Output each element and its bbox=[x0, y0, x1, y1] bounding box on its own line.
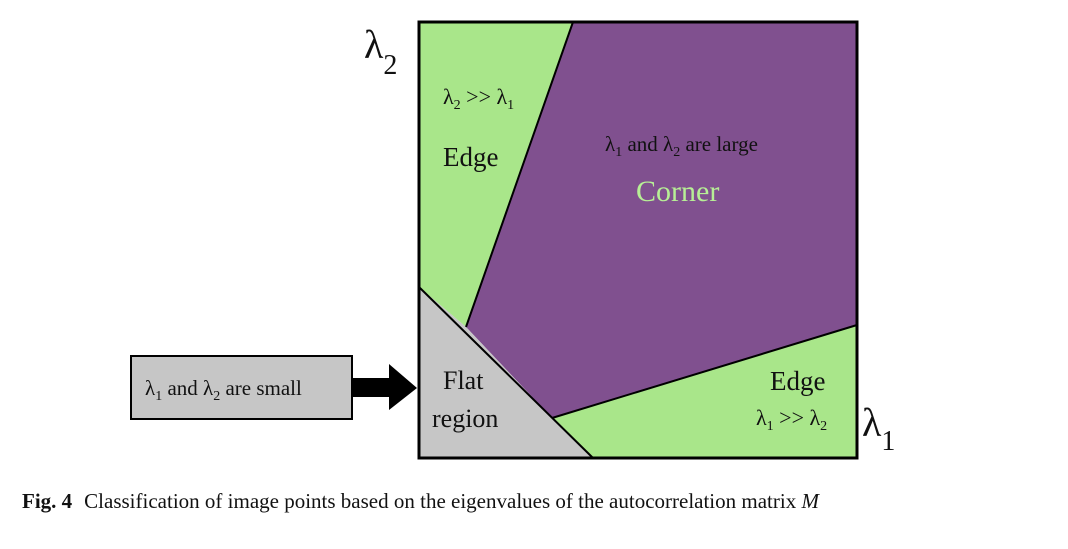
corner-condition: λ1 and λ2 are large bbox=[605, 132, 758, 160]
edge-bottom-label: Edge bbox=[770, 366, 825, 396]
edge-region-bottom bbox=[552, 325, 857, 458]
callout-arrow bbox=[353, 364, 417, 410]
edge-region-top bbox=[419, 22, 573, 327]
flat-label-line2: region bbox=[432, 404, 498, 433]
corner-region bbox=[466, 22, 857, 418]
caption-symbol: M bbox=[801, 489, 819, 513]
y-axis-label: λ2 bbox=[364, 22, 397, 81]
edge-top-condition: λ2 >> λ1 bbox=[443, 84, 514, 113]
caption-text: Classification of image points based on … bbox=[84, 489, 802, 513]
callout-text: λ1 and λ2 are small bbox=[145, 376, 302, 404]
corner-label: Corner bbox=[636, 175, 719, 208]
edge-top-label: Edge bbox=[443, 142, 498, 172]
edge-bottom-condition: λ1 >> λ2 bbox=[756, 405, 827, 434]
x-axis-label: λ1 bbox=[862, 400, 895, 457]
region-boundaries bbox=[418, 21, 858, 459]
callout-box bbox=[130, 355, 353, 420]
flat-label-line1: Flat bbox=[443, 366, 484, 395]
figure-caption: Fig. 4 Classification of image points bas… bbox=[22, 489, 819, 514]
caption-label: Fig. 4 bbox=[22, 489, 73, 513]
plot-frame bbox=[417, 20, 859, 460]
